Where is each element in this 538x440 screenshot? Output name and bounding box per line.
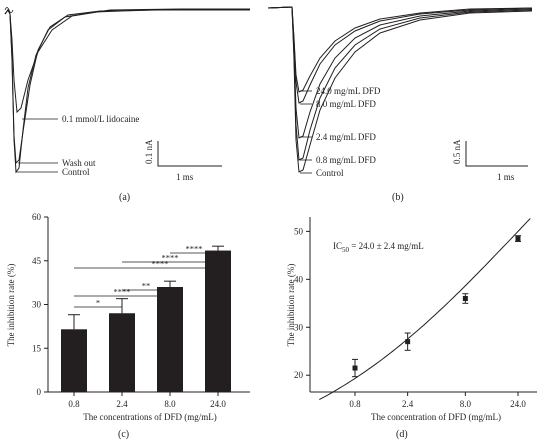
significance-stars-c: **** [186, 244, 203, 254]
significance-brackets-c: ******************* [74, 244, 218, 308]
significance-stars-c: **** [114, 287, 131, 297]
x-tick-label-c: 24.0 [210, 399, 226, 409]
y-ticks-c: 0 15 30 45 60 [32, 212, 48, 397]
panel-a-current-traces: 0.1 mmol/L lidocaine Wash out Control 0.… [4, 7, 251, 203]
label-b-2-4: 2.4 mg/mL DFD [316, 132, 376, 142]
bar-c-0.8 [61, 329, 87, 392]
y-tick-label-c: 0 [37, 387, 42, 397]
x-tick-label-c: 8.0 [164, 399, 176, 409]
scale-bar-b-x-label: 1 ms [497, 172, 515, 182]
x-ticks-c: 0.8 2.4 8.0 24.0 [68, 392, 226, 409]
x-tick-label-d: 2.4 [402, 399, 414, 409]
label-a-lidocaine: 0.1 mmol/L lidocaine [62, 114, 139, 124]
y-tick-label-d: 50 [294, 226, 304, 236]
bar-c-8.0 [157, 287, 183, 392]
y-tick-label-d: 20 [294, 370, 304, 380]
significance-stars-c: **** [152, 259, 169, 269]
x-axis-label-d: The concentration of DFD (mg/mL) [371, 412, 501, 422]
noise-a [4, 7, 14, 13]
significance-stars-c: * [96, 298, 100, 308]
scale-bar-b [465, 141, 528, 167]
x-ticks-d: 0.8 2.4 8.0 24.0 [349, 392, 526, 409]
ic50-annotation: IC50 = 24.0 ± 2.4 mg/mL [333, 241, 424, 254]
y-ticks-d: 20 30 40 50 [294, 226, 310, 380]
y-axis-label-d: The inhibition rate (%) [286, 264, 296, 347]
bar-c-24.0 [205, 250, 231, 392]
data-points-d [352, 235, 521, 378]
label-b-0-8: 0.8 mg/mL DFD [316, 155, 376, 165]
ic50-sub: 50 [342, 246, 350, 254]
trace-b-2-4 [267, 6, 533, 139]
y-axis-label-c: The inhibition rate (%) [6, 264, 16, 347]
label-a-wash-out: Wash out [62, 158, 96, 168]
x-tick-label-d: 8.0 [460, 399, 472, 409]
scale-bar-b-y-label: 0.5 nA [452, 139, 462, 164]
panel-d-caption: (d) [396, 429, 408, 440]
label-b-24-0: 24.0 mg/mL DFD [316, 86, 381, 96]
data-point-d [352, 365, 358, 371]
x-tick-label-d: 24.0 [510, 399, 526, 409]
label-b-control: Control [316, 168, 344, 178]
y-tick-label-c: 45 [32, 256, 42, 266]
trace-a-wash-out [4, 8, 251, 165]
scale-bar-a [157, 141, 222, 167]
data-point-d [462, 296, 468, 302]
panel-b-caption: (b) [392, 192, 404, 203]
label-a-control: Control [62, 167, 90, 177]
y-tick-label-d: 30 [294, 322, 304, 332]
y-tick-label-c: 15 [32, 343, 42, 353]
bars-c [61, 245, 231, 392]
trace-a-lidocaine [4, 8, 250, 114]
x-tick-label-d: 0.8 [349, 399, 361, 409]
label-b-8-0: 8.0 mg/mL DFD [316, 99, 376, 109]
y-tick-label-d: 40 [294, 274, 304, 284]
significance-stars-c: ** [142, 281, 151, 291]
ic50-ic: IC [333, 241, 342, 251]
x-axis-label-c: The concentrations of DFD (mg/mL) [83, 412, 216, 422]
fit-curve-d [319, 218, 531, 401]
panel-a-caption: (a) [119, 192, 130, 203]
data-point-d [405, 339, 411, 345]
panel-c-caption: (c) [118, 429, 129, 440]
trace-b-8-0 [267, 6, 533, 104]
ic50-value: = 24.0 ± 2.4 mg/mL [349, 241, 424, 251]
panel-b-current-traces: 24.0 mg/mL DFD 8.0 mg/mL DFD 2.4 mg/mL D… [267, 6, 533, 203]
data-point-d [515, 236, 521, 242]
y-tick-label-c: 30 [32, 300, 42, 310]
x-tick-label-c: 2.4 [116, 399, 128, 409]
x-tick-label-c: 0.8 [68, 399, 80, 409]
trace-b-24-0 [267, 6, 533, 93]
significance-stars-c: **** [162, 253, 179, 263]
y-tick-label-c: 60 [32, 212, 42, 222]
trace-a-control [4, 9, 250, 174]
scale-bar-a-y-label: 0.1 nA [144, 139, 154, 164]
bar-c-2.4 [109, 313, 135, 392]
scale-bar-a-x-label: 1 ms [176, 172, 194, 182]
